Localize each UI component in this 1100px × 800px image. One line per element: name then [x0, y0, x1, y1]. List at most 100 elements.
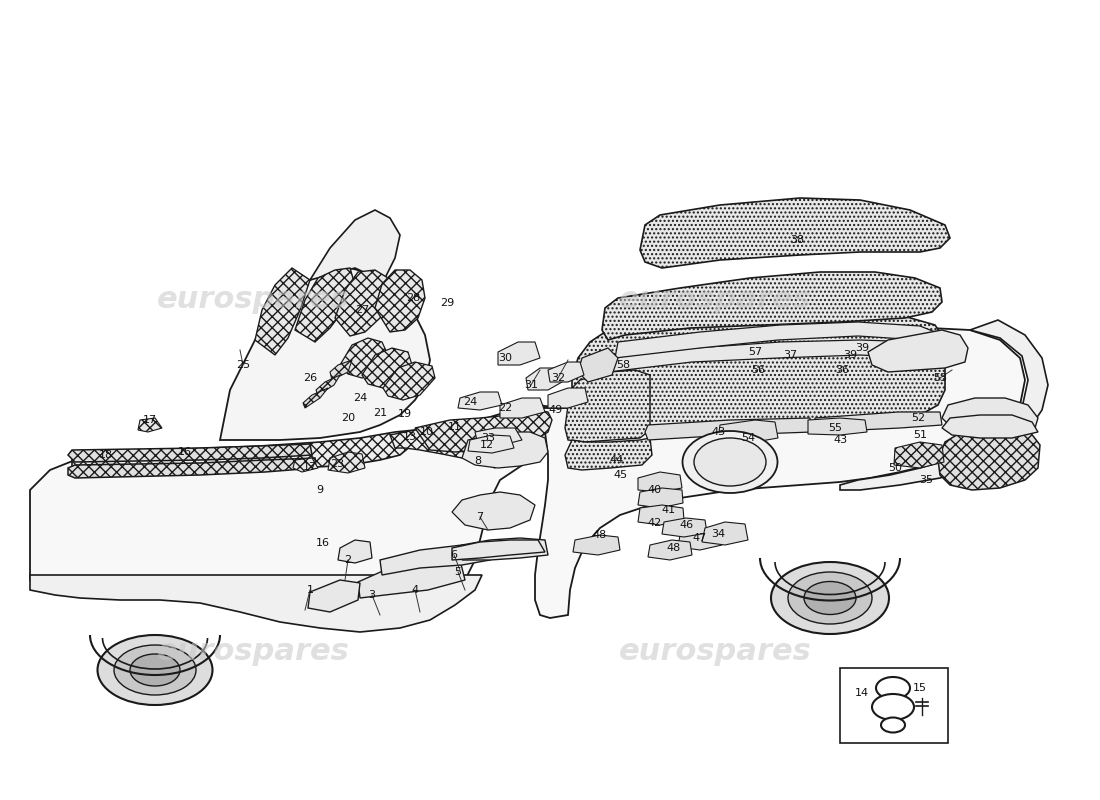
Polygon shape: [68, 444, 312, 462]
Text: 18: 18: [99, 450, 113, 460]
Polygon shape: [498, 342, 540, 365]
Polygon shape: [548, 388, 588, 408]
Text: 42: 42: [648, 518, 662, 528]
Polygon shape: [718, 420, 778, 442]
Polygon shape: [638, 488, 683, 508]
Text: 35: 35: [918, 475, 933, 485]
Polygon shape: [390, 430, 501, 468]
Polygon shape: [578, 348, 618, 382]
Text: 10: 10: [420, 427, 434, 437]
Polygon shape: [942, 415, 1038, 438]
Text: 21: 21: [373, 408, 387, 418]
Text: 24: 24: [353, 393, 367, 403]
Polygon shape: [68, 458, 316, 478]
Text: 12: 12: [480, 440, 494, 450]
Ellipse shape: [130, 654, 180, 686]
Text: 43: 43: [833, 435, 847, 445]
Polygon shape: [526, 368, 562, 390]
Polygon shape: [358, 560, 465, 598]
Text: 6: 6: [451, 550, 458, 560]
Text: 16: 16: [316, 538, 330, 548]
Text: 39: 39: [843, 350, 857, 360]
Text: 20: 20: [341, 413, 355, 423]
Polygon shape: [338, 540, 372, 563]
Text: 26: 26: [302, 373, 317, 383]
Text: 9: 9: [317, 485, 323, 495]
Text: 54: 54: [741, 433, 755, 443]
Text: 32: 32: [551, 373, 565, 383]
Polygon shape: [678, 530, 722, 550]
Text: 48: 48: [667, 543, 681, 553]
Polygon shape: [573, 535, 620, 555]
Polygon shape: [362, 348, 412, 388]
Text: 49: 49: [549, 405, 563, 415]
Text: 14: 14: [855, 688, 869, 698]
Polygon shape: [475, 428, 522, 445]
Text: 17: 17: [302, 462, 317, 472]
Ellipse shape: [694, 438, 766, 486]
Text: 3: 3: [368, 590, 375, 600]
Text: 7: 7: [476, 512, 484, 522]
Text: 55: 55: [828, 423, 842, 433]
Text: 19: 19: [398, 409, 412, 419]
Text: eurospares: eurospares: [156, 286, 350, 314]
Text: 11: 11: [448, 422, 462, 432]
Text: 8: 8: [474, 456, 482, 466]
Text: 23: 23: [330, 459, 344, 469]
Polygon shape: [220, 268, 430, 440]
Ellipse shape: [114, 645, 196, 695]
Polygon shape: [255, 268, 310, 355]
Text: 51: 51: [913, 430, 927, 440]
Ellipse shape: [876, 677, 910, 699]
Text: 41: 41: [661, 505, 675, 515]
Text: 30: 30: [498, 353, 512, 363]
Polygon shape: [30, 405, 560, 628]
Ellipse shape: [98, 635, 212, 705]
Text: 36: 36: [835, 365, 849, 375]
Text: eurospares: eurospares: [618, 286, 812, 314]
Text: 45: 45: [613, 470, 627, 480]
Polygon shape: [572, 312, 945, 438]
Polygon shape: [72, 430, 415, 472]
Polygon shape: [535, 328, 1025, 618]
Text: 52: 52: [911, 413, 925, 423]
Polygon shape: [302, 388, 328, 408]
Text: 56: 56: [751, 365, 764, 375]
Text: 16: 16: [178, 447, 192, 457]
Polygon shape: [812, 412, 942, 432]
Polygon shape: [638, 472, 682, 492]
Polygon shape: [602, 272, 942, 340]
Polygon shape: [565, 438, 652, 470]
Polygon shape: [138, 418, 162, 432]
Text: 34: 34: [711, 529, 725, 539]
Polygon shape: [648, 540, 692, 560]
Polygon shape: [894, 442, 944, 468]
Polygon shape: [608, 340, 938, 372]
Polygon shape: [702, 522, 748, 545]
Polygon shape: [452, 492, 535, 530]
Polygon shape: [638, 505, 684, 525]
Text: 5: 5: [454, 567, 462, 577]
Polygon shape: [868, 330, 968, 372]
Text: 29: 29: [440, 298, 454, 308]
Ellipse shape: [881, 718, 905, 733]
Text: 44: 44: [609, 455, 624, 465]
Polygon shape: [379, 545, 490, 575]
Text: 15: 15: [913, 683, 927, 693]
Polygon shape: [383, 362, 434, 400]
Text: 33: 33: [481, 433, 495, 443]
Polygon shape: [316, 375, 340, 395]
Polygon shape: [462, 432, 548, 468]
Ellipse shape: [771, 562, 889, 634]
Text: 53: 53: [933, 373, 947, 383]
Polygon shape: [30, 575, 482, 632]
Text: eurospares: eurospares: [156, 638, 350, 666]
Text: 4: 4: [411, 585, 419, 595]
Text: 1: 1: [307, 585, 314, 595]
Text: 58: 58: [616, 360, 630, 370]
Polygon shape: [938, 425, 1040, 490]
Polygon shape: [808, 418, 867, 435]
Polygon shape: [565, 370, 650, 442]
Polygon shape: [295, 268, 355, 342]
Polygon shape: [415, 410, 552, 452]
